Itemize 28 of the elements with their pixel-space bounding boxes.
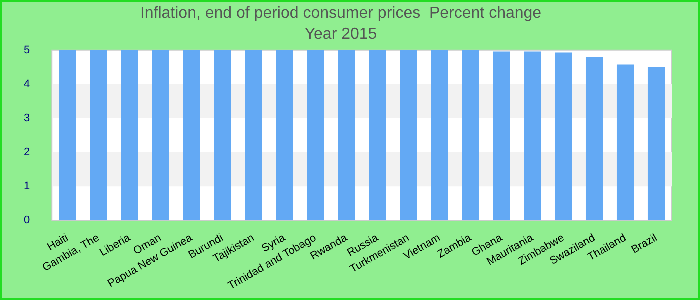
bar	[493, 52, 510, 221]
bar	[554, 52, 572, 221]
bar	[431, 50, 448, 221]
bar	[648, 67, 666, 221]
bar	[214, 50, 232, 221]
bar	[616, 64, 634, 221]
bar	[307, 50, 324, 221]
bar	[152, 50, 170, 221]
y-tick-label: 0	[24, 214, 30, 227]
bar	[121, 50, 138, 221]
bar	[462, 50, 480, 221]
bar	[400, 50, 418, 221]
y-tick-label: 2	[24, 146, 30, 159]
bar	[90, 50, 108, 221]
y-tick-label: 1	[24, 180, 30, 193]
y-tick-label: 4	[24, 78, 30, 90]
bar	[276, 50, 294, 221]
bar	[59, 50, 76, 221]
chart-title: Inflation, end of period consumer prices Percent change	[140, 5, 542, 22]
chart-subtitle: Year 2015	[304, 26, 378, 44]
bar	[369, 50, 386, 221]
bar	[183, 50, 200, 221]
bar	[245, 50, 262, 221]
y-tick-label: 3	[24, 112, 30, 125]
bar	[338, 50, 356, 221]
bar	[586, 57, 604, 221]
y-tick-label: 5	[24, 44, 30, 56]
bar	[524, 52, 542, 221]
